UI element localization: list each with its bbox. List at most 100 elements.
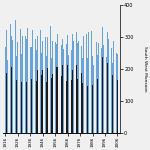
Bar	[77, 79, 78, 133]
Bar	[107, 63, 108, 133]
Bar	[117, 80, 118, 133]
Bar	[12, 40, 13, 133]
Bar	[66, 81, 67, 133]
Bar	[86, 69, 87, 133]
Bar	[111, 48, 112, 133]
Bar	[71, 80, 72, 133]
Bar	[61, 45, 62, 133]
Bar	[50, 26, 51, 133]
Bar	[30, 47, 31, 133]
Bar	[55, 42, 56, 133]
Bar	[67, 35, 68, 133]
Bar	[16, 80, 17, 133]
Bar	[81, 46, 82, 133]
Bar	[27, 70, 28, 133]
Bar	[106, 57, 107, 133]
Bar	[42, 70, 43, 133]
Bar	[92, 56, 93, 133]
Bar	[97, 55, 98, 133]
Bar	[87, 58, 88, 133]
Bar	[63, 49, 64, 133]
Bar	[32, 30, 33, 133]
Bar	[112, 75, 113, 133]
Bar	[82, 58, 83, 133]
Bar	[117, 54, 118, 133]
Bar	[56, 44, 57, 133]
Bar	[42, 41, 43, 133]
Bar	[7, 60, 8, 133]
Bar	[31, 80, 32, 133]
Bar	[52, 41, 53, 133]
Bar	[66, 44, 67, 133]
Bar	[16, 56, 17, 133]
Bar	[96, 42, 97, 133]
Bar	[71, 50, 72, 133]
Bar	[26, 82, 27, 133]
Bar	[62, 65, 63, 133]
Bar	[62, 39, 63, 133]
Bar	[56, 67, 57, 133]
Bar	[72, 34, 73, 133]
Bar	[41, 75, 42, 133]
Bar	[11, 36, 12, 133]
Bar	[36, 81, 37, 133]
Bar	[93, 65, 94, 133]
Bar	[10, 24, 11, 133]
Bar	[112, 63, 113, 133]
Bar	[98, 43, 99, 133]
Bar	[27, 28, 28, 133]
Bar	[72, 70, 73, 133]
Bar	[91, 69, 92, 133]
Bar	[41, 53, 42, 133]
Bar	[6, 73, 7, 133]
Bar	[5, 47, 6, 133]
Bar	[21, 54, 22, 133]
Bar	[36, 50, 37, 133]
Bar	[113, 41, 114, 133]
Bar	[47, 69, 48, 133]
Bar	[78, 41, 79, 133]
Bar	[20, 29, 21, 133]
Bar	[35, 39, 36, 133]
Bar	[17, 42, 18, 133]
Bar	[22, 36, 23, 133]
Bar	[65, 29, 66, 133]
Bar	[15, 20, 16, 133]
Bar	[92, 85, 93, 133]
Bar	[103, 74, 104, 133]
Bar	[25, 36, 26, 133]
Bar	[102, 27, 103, 133]
Bar	[82, 83, 83, 133]
Bar	[26, 39, 27, 133]
Bar	[51, 78, 52, 133]
Bar	[46, 82, 47, 133]
Bar	[11, 67, 12, 133]
Bar	[57, 67, 58, 133]
Bar	[77, 43, 78, 133]
Bar	[57, 34, 58, 133]
Bar	[21, 82, 22, 133]
Bar	[46, 56, 47, 133]
Y-axis label: South West Monsoon: South West Monsoon	[143, 46, 147, 92]
Bar	[47, 38, 48, 133]
Bar	[107, 32, 108, 133]
Bar	[87, 86, 88, 133]
Bar	[6, 30, 7, 133]
Bar	[58, 55, 59, 133]
Bar	[101, 48, 102, 133]
Bar	[88, 32, 89, 133]
Bar	[22, 69, 23, 133]
Bar	[91, 31, 92, 133]
Bar	[76, 32, 77, 133]
Bar	[45, 37, 46, 133]
Bar	[97, 79, 98, 133]
Bar	[68, 55, 69, 133]
Bar	[108, 39, 109, 133]
Bar	[103, 45, 104, 133]
Bar	[83, 36, 84, 133]
Bar	[10, 59, 11, 133]
Bar	[67, 65, 68, 133]
Bar	[86, 34, 87, 133]
Bar	[51, 58, 52, 133]
Bar	[116, 53, 117, 133]
